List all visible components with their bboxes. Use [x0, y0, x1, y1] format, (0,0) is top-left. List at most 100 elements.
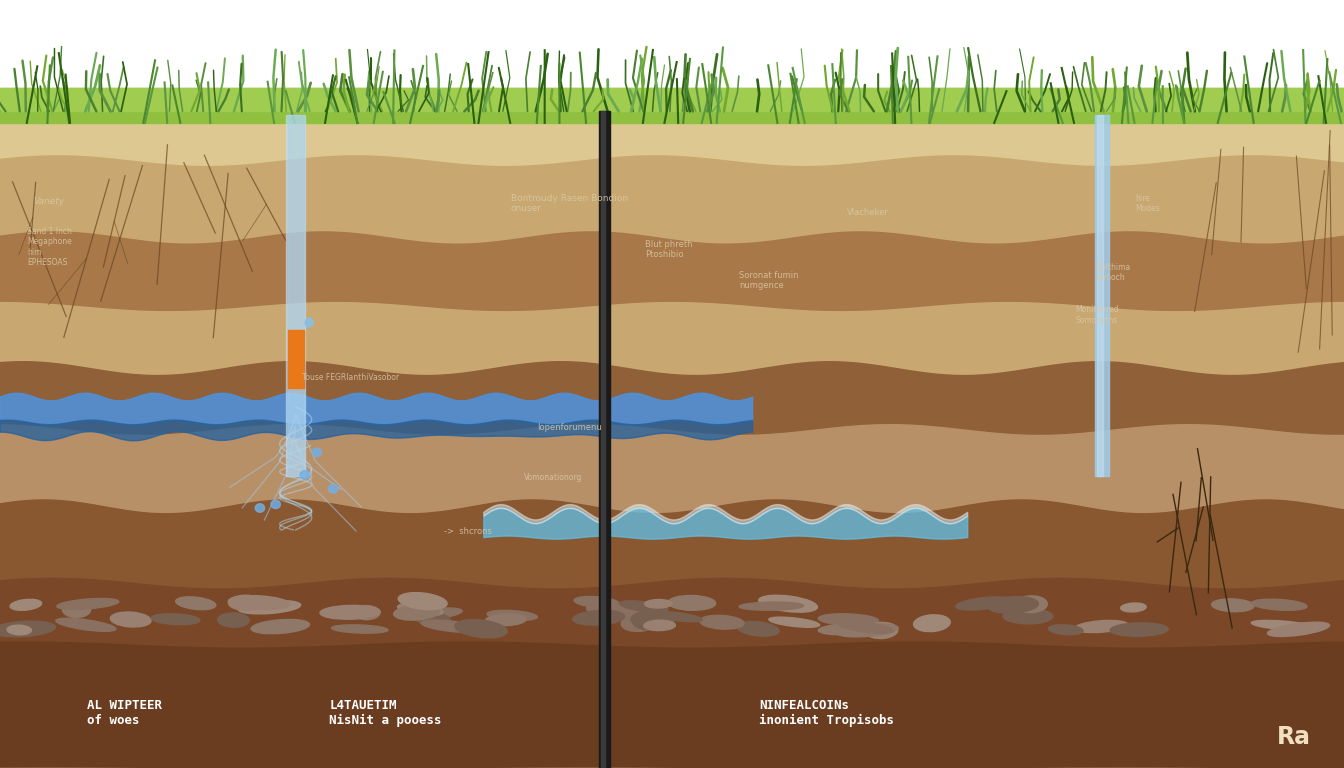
- Ellipse shape: [332, 625, 388, 633]
- Ellipse shape: [1121, 603, 1146, 612]
- Ellipse shape: [151, 614, 200, 624]
- Ellipse shape: [271, 500, 281, 508]
- Ellipse shape: [1251, 621, 1314, 631]
- Ellipse shape: [62, 601, 90, 617]
- Text: L4TAUETIM
NisNit a pooess: L4TAUETIM NisNit a pooess: [329, 699, 442, 727]
- Ellipse shape: [7, 625, 31, 635]
- Text: Bontroudy Rasen Bondion
onuser: Bontroudy Rasen Bondion onuser: [511, 194, 628, 214]
- Ellipse shape: [251, 620, 309, 634]
- Ellipse shape: [956, 597, 1011, 610]
- Ellipse shape: [759, 595, 817, 612]
- Ellipse shape: [176, 597, 216, 610]
- Ellipse shape: [644, 620, 676, 631]
- Ellipse shape: [328, 485, 337, 493]
- Text: Vlacheker: Vlacheker: [847, 208, 888, 217]
- Text: Blut phreth
Ptoshibio: Blut phreth Ptoshibio: [645, 240, 692, 260]
- Ellipse shape: [914, 615, 950, 631]
- Bar: [0, 0, 1344, 92]
- Ellipse shape: [739, 602, 804, 611]
- Bar: [0, 88, 1344, 111]
- Ellipse shape: [0, 621, 55, 637]
- Ellipse shape: [574, 597, 620, 607]
- Ellipse shape: [769, 617, 820, 627]
- Ellipse shape: [415, 613, 450, 626]
- Ellipse shape: [110, 612, 151, 627]
- Ellipse shape: [700, 615, 745, 629]
- Ellipse shape: [737, 621, 780, 636]
- Text: hire
Modes: hire Modes: [1136, 194, 1160, 214]
- Polygon shape: [0, 362, 1344, 449]
- Ellipse shape: [837, 621, 894, 634]
- Ellipse shape: [305, 318, 313, 327]
- Bar: [1095, 115, 1109, 476]
- Ellipse shape: [9, 599, 42, 611]
- Bar: [0, 108, 1344, 768]
- Text: NINFEALCOINs
inonient Tropisobs: NINFEALCOINs inonient Tropisobs: [759, 699, 894, 727]
- Text: AL WIPTEER
of woes: AL WIPTEER of woes: [87, 700, 163, 727]
- Ellipse shape: [1211, 599, 1254, 611]
- Bar: [286, 115, 305, 476]
- Ellipse shape: [320, 605, 380, 619]
- Ellipse shape: [421, 620, 481, 632]
- Text: Soronat fumin
numgence: Soronat fumin numgence: [739, 270, 798, 290]
- Ellipse shape: [864, 622, 898, 638]
- Text: Sand 1 Inch
Megaphone
him
EPHESOAS: Sand 1 Inch Megaphone him EPHESOAS: [27, 227, 71, 267]
- Bar: [601, 111, 605, 768]
- Ellipse shape: [300, 471, 309, 479]
- Ellipse shape: [1110, 623, 1168, 636]
- Text: Ra: Ra: [1277, 725, 1310, 749]
- Ellipse shape: [454, 620, 507, 637]
- Bar: [288, 330, 304, 388]
- Ellipse shape: [634, 616, 673, 630]
- Ellipse shape: [630, 611, 671, 627]
- Polygon shape: [0, 425, 1344, 525]
- Ellipse shape: [398, 593, 448, 610]
- Polygon shape: [0, 393, 753, 425]
- Ellipse shape: [621, 614, 656, 631]
- Polygon shape: [0, 578, 1344, 663]
- Text: Iopenforumenu: Iopenforumenu: [538, 423, 602, 432]
- Ellipse shape: [818, 614, 879, 625]
- Polygon shape: [0, 232, 1344, 326]
- Ellipse shape: [255, 504, 265, 512]
- Polygon shape: [484, 505, 968, 524]
- Ellipse shape: [398, 604, 444, 616]
- Text: Vomonationorg: Vomonationorg: [524, 473, 582, 482]
- Ellipse shape: [586, 604, 649, 620]
- Ellipse shape: [238, 601, 301, 614]
- Polygon shape: [0, 303, 1344, 386]
- Ellipse shape: [573, 611, 625, 625]
- Ellipse shape: [837, 624, 898, 637]
- Ellipse shape: [1074, 621, 1128, 633]
- Ellipse shape: [55, 618, 116, 631]
- Ellipse shape: [818, 624, 878, 635]
- Ellipse shape: [218, 613, 249, 627]
- Bar: [1097, 115, 1103, 476]
- Ellipse shape: [1015, 596, 1047, 613]
- Ellipse shape: [485, 614, 527, 626]
- Ellipse shape: [986, 597, 1039, 613]
- Ellipse shape: [1251, 599, 1306, 611]
- Text: ->  shcrons: -> shcrons: [444, 527, 492, 536]
- Ellipse shape: [406, 608, 462, 619]
- Ellipse shape: [1048, 625, 1083, 634]
- Polygon shape: [0, 102, 1344, 170]
- Polygon shape: [0, 642, 1344, 768]
- Polygon shape: [0, 420, 753, 441]
- Ellipse shape: [645, 600, 672, 608]
- Ellipse shape: [353, 606, 380, 620]
- Ellipse shape: [620, 601, 668, 612]
- Text: Monitoured
Somocaths: Monitoured Somocaths: [1075, 305, 1118, 325]
- Ellipse shape: [228, 595, 263, 611]
- Ellipse shape: [487, 611, 538, 621]
- Ellipse shape: [394, 604, 439, 620]
- Polygon shape: [484, 508, 968, 539]
- Bar: [0, 88, 1344, 123]
- Ellipse shape: [668, 595, 715, 611]
- Text: Touse FEGRIanthiVasobor: Touse FEGRIanthiVasobor: [302, 373, 399, 382]
- Text: Vanety: Vanety: [34, 197, 65, 206]
- Bar: [288, 115, 304, 476]
- Ellipse shape: [1003, 608, 1052, 624]
- Polygon shape: [0, 156, 1344, 248]
- Ellipse shape: [56, 598, 118, 609]
